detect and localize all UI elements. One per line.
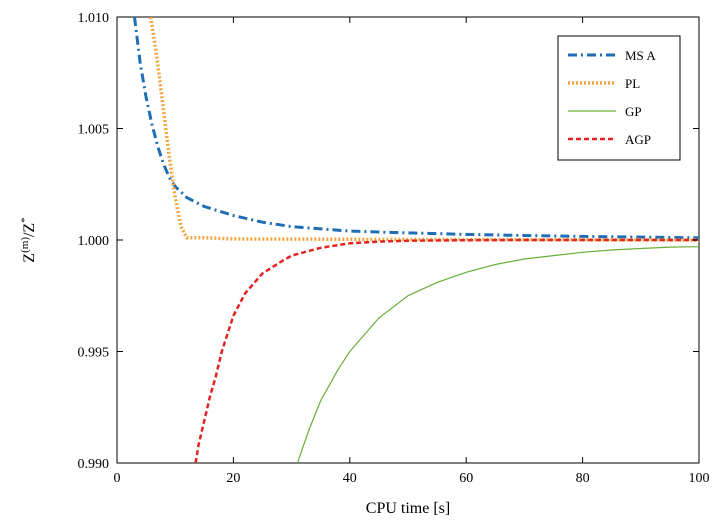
x-tick-label: 80 [576,471,590,486]
y-tick-label: 1.005 [78,123,110,138]
legend-label: PL [625,76,640,91]
series-line-gp [296,246,699,463]
series-line-pl [149,17,699,242]
ticks-layer: 0 20 40 60 80 100 0.990 0.995 1.000 1.005 1.010 [78,11,710,486]
legend-label: MS A [625,48,656,63]
x-tick-label: 0 [114,471,121,486]
y-tick-label: 1.000 [78,234,110,249]
x-axis-label: CPU time [s] [366,500,450,517]
series-layer [133,17,699,463]
legend: MS A PL GP AGP [557,35,681,161]
x-tick-label: 40 [343,471,357,486]
x-tick-label: 100 [689,471,710,486]
x-tick-label: 20 [226,471,240,486]
y-axis-label: Z(m)/Z* [19,217,38,262]
y-tick-label: 0.990 [78,457,110,472]
y-tick-label: 0.995 [78,346,110,361]
legend-label: AGP [625,132,651,147]
y-tick-label: 1.010 [78,11,110,26]
x-tick-label: 60 [459,471,473,486]
legend-label: GP [625,104,642,119]
